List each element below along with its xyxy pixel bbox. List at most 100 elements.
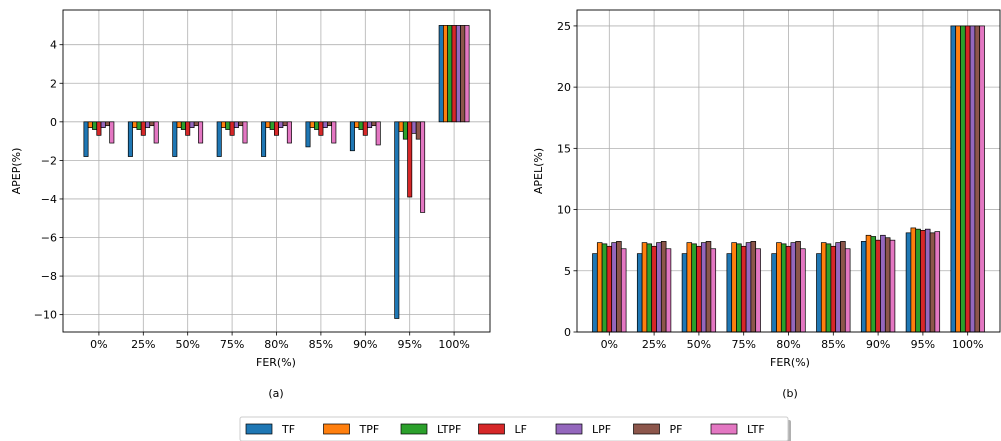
panel-b-bar-ltf [979, 25, 985, 333]
panel-b-bar-ltpf [691, 243, 697, 333]
panel-b-x-tick-label: 85% [821, 338, 845, 351]
legend-label-ltf: LTF [747, 423, 765, 436]
panel-a-x-tick-label: 100% [438, 338, 469, 351]
panel-a-bar-lpf [278, 121, 284, 128]
panel-a-bar-pf [415, 121, 421, 140]
panel-a-x-tick-label: 75% [220, 338, 244, 351]
panel-a-x-tick-label: 90% [353, 338, 377, 351]
panel-b-x-tick-label: 0% [601, 338, 618, 351]
panel-a-bar-lpf [233, 121, 239, 128]
panel-b-bar-lpf [700, 242, 707, 333]
panel-b-bar-lf [696, 245, 702, 333]
legend-label-pf: PF [670, 423, 683, 436]
panel-a-bar-tpf [398, 121, 404, 132]
panel-b-bar-pf [974, 25, 981, 333]
panel-b-x-tick-label: 25% [642, 338, 666, 351]
panel-b-bar-tf [950, 25, 957, 333]
panel-a-bar-lf [229, 121, 235, 136]
panel-b-bar-ltpf [780, 243, 787, 333]
panel-a-bar-ltpf [358, 121, 364, 130]
panel-a-bar-pf [238, 121, 244, 127]
panel-b-bar-lpf [835, 242, 841, 333]
panel-b-bar-ltf [755, 248, 761, 333]
panel-a-bar-lf [451, 25, 457, 123]
panel-a-x-tick-label: 0% [90, 338, 107, 351]
panel-a-bar-tf [349, 121, 355, 152]
panel-a-bar-tf [127, 121, 133, 157]
panel-a-bar-lpf [322, 121, 328, 128]
legend-swatch-pf [633, 423, 660, 435]
panel-a-bar-ltf [153, 121, 159, 144]
panel-a-bar-tf [261, 121, 267, 157]
panel-a-bar-lf [185, 121, 191, 136]
legend-label-ltpf: LTPF [437, 423, 461, 436]
panel-a-bar-tf [305, 121, 311, 148]
panel-b-bar-ltpf [870, 236, 877, 333]
panel-b-bar-ltf [800, 248, 806, 333]
legend-label-lpf: LPF [592, 423, 611, 436]
panel-b-bar-lf [830, 245, 837, 333]
panel-b-bar-pf [929, 232, 936, 333]
panel-b-bar-ltpf [646, 243, 653, 333]
panel-a-bar-lf [318, 121, 324, 136]
panel-a-bar-pf [327, 121, 333, 127]
panel-b-bar-ltf [844, 248, 851, 333]
panel-a-bar-ltpf [269, 121, 275, 130]
panel-b-bar-ltf [934, 231, 941, 333]
panel-a-y-tick-label: −6 [41, 232, 57, 245]
panel-b-x-tick-label: 100% [952, 338, 983, 351]
panel-a-bar-ltpf [180, 121, 186, 130]
panel-a-ylabel: APEP(%) [10, 148, 23, 195]
panel-b-bar-lpf [790, 242, 797, 333]
panel-b-bars [592, 25, 985, 333]
panel-a-bar-ltpf [92, 121, 98, 130]
panel-a-bar-ltf [331, 121, 337, 144]
panel-a-y-tick-label: 0 [50, 116, 57, 129]
panel-b-x-tick-label: 50% [687, 338, 711, 351]
panel-a-bar-tpf [87, 121, 93, 128]
panel-a-bar-tpf [309, 121, 315, 128]
panel-a-y-tick-label: 4 [50, 39, 57, 52]
panel-b-bar-tpf [686, 242, 693, 333]
panel-b-bar-tpf [641, 242, 648, 333]
panel-a-bar-pf [149, 121, 155, 127]
panel-a-bar-tpf [265, 121, 271, 128]
legend-swatch-tf [245, 423, 273, 435]
panel-b-bar-pf [884, 237, 891, 333]
panel-b-xlabel: FER(%) [770, 356, 810, 369]
panel-a-bar-ltf [109, 121, 115, 144]
panel-b-bar-lpf [656, 242, 662, 333]
legend-swatch-lpf [555, 423, 583, 435]
panel-b-bar-ltf [665, 248, 672, 333]
panel-a-bar-tpf [132, 121, 138, 128]
panel-b-bar-ltpf [601, 243, 608, 333]
panel-b-bar-ltpf [825, 243, 832, 333]
panel-a-bar-ltf [286, 121, 292, 144]
panel-a-caption: (a) [268, 387, 283, 400]
panel-a-bar-pf [193, 121, 199, 127]
panel-a-bar-lf [96, 121, 102, 136]
panel-b-bar-tf [681, 253, 688, 333]
panel-a-bar-tpf [443, 25, 449, 123]
panel-b-y-tick-label: 20 [557, 81, 571, 94]
panel-a-y-tick-label: −2 [41, 154, 57, 167]
panel-b-bar-tf [726, 253, 733, 333]
panel-a-bar-lpf [455, 25, 461, 123]
panel-a-bar-ltf [198, 121, 204, 144]
panel-a-x-tick-label: 85% [309, 338, 333, 351]
panel-a-bar-tf [394, 121, 400, 319]
panel-b-bar-lf [920, 230, 926, 333]
panel-b-bar-lf [606, 245, 613, 333]
panel-b-bar-tpf [955, 25, 961, 333]
panel-a-bar-tf [438, 25, 444, 123]
panel-b-bar-pf [705, 241, 712, 333]
panel-b: 0 5 10 15 20 25 0% 25% 50% 75% 80% 85% 90% 95% 100% F… [532, 9, 1001, 400]
panel-b-bar-pf [616, 241, 622, 333]
panel-a-bar-ltpf [447, 25, 453, 123]
panel-a-bar-lpf [100, 121, 106, 128]
panel-b-x-ticks: 0% 25% 50% 75% 80% 85% 90% 95% 100% [601, 332, 983, 351]
legend-swatch-ltf [710, 423, 738, 435]
panel-b-bar-tf [905, 232, 912, 333]
panel-b-bar-lpf [745, 242, 752, 333]
panel-a-x-tick-label: 25% [131, 338, 155, 351]
